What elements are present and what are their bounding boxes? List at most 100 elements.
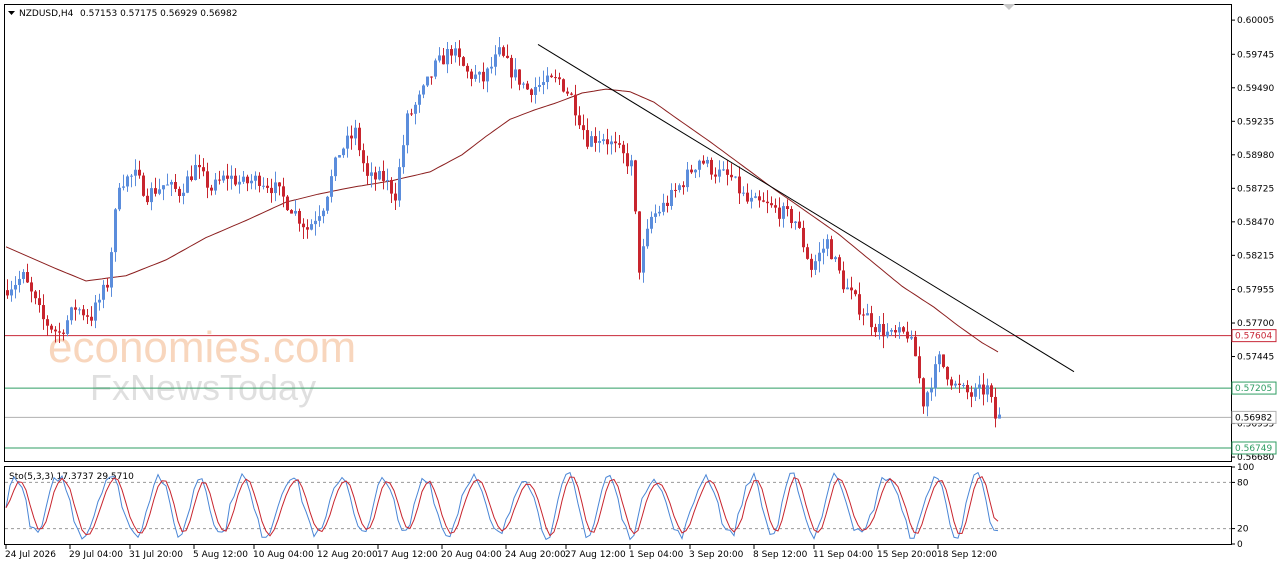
candle-body xyxy=(750,197,753,202)
candle-body xyxy=(410,113,413,115)
candle-body xyxy=(346,135,349,149)
candle-body xyxy=(162,185,165,190)
candle-body xyxy=(402,145,405,168)
time-tick-label: 31 Jul 20:00 xyxy=(129,550,183,560)
candle-body xyxy=(494,54,497,67)
candle-body xyxy=(870,313,873,328)
candle-body xyxy=(178,188,181,196)
candle-body xyxy=(838,257,841,271)
candle-body xyxy=(602,139,605,142)
candle-body xyxy=(434,60,437,77)
candle-body xyxy=(86,315,89,317)
candle-body xyxy=(82,309,85,316)
candle-body xyxy=(902,327,905,332)
candle-body xyxy=(234,175,237,185)
chart-shift-marker[interactable] xyxy=(1003,4,1015,10)
time-tick-label: 20 Aug 04:00 xyxy=(441,550,502,560)
candle-body xyxy=(762,200,765,202)
time-tick-label: 11 Sep 04:00 xyxy=(813,550,873,560)
price-tags: 0.57604 0.57205 0.56749 0.56982 xyxy=(1231,329,1277,455)
candle-body xyxy=(670,189,673,206)
candle-body xyxy=(794,221,797,223)
candle-body xyxy=(614,141,617,144)
price-tick-label: 0.59745 xyxy=(1237,50,1274,60)
candle-body xyxy=(682,185,685,188)
time-tick-label: 5 Aug 12:00 xyxy=(193,550,248,560)
candle-body xyxy=(378,170,381,180)
level-tag-0.56749 xyxy=(1231,441,1277,455)
candle-body xyxy=(98,299,101,303)
candle-body xyxy=(526,83,529,90)
candle-body xyxy=(274,182,277,194)
price-tick-label: 0.57955 xyxy=(1237,286,1274,296)
candle-body xyxy=(90,316,93,321)
candle-body xyxy=(962,384,965,386)
price-tick-label: 0.60005 xyxy=(1237,16,1274,26)
stoch-tick-label: 0 xyxy=(1237,540,1243,550)
candle-body xyxy=(62,332,65,334)
candle-body xyxy=(566,91,569,94)
candle-body xyxy=(422,85,425,95)
time-tick-label: 10 Aug 04:00 xyxy=(253,550,314,560)
candle-body xyxy=(354,127,357,139)
candle-body xyxy=(982,384,985,395)
candle-body xyxy=(302,223,305,228)
candle-body xyxy=(878,324,881,333)
candle-body xyxy=(6,290,9,296)
candle-body xyxy=(990,385,993,397)
candle-body xyxy=(922,378,925,407)
time-tick-label: 12 Aug 20:00 xyxy=(317,550,378,560)
candle-body xyxy=(934,364,937,389)
candle-body xyxy=(594,136,597,143)
candle-body xyxy=(502,47,505,56)
candle-body xyxy=(338,155,341,158)
candle-body xyxy=(522,83,525,85)
candle-body xyxy=(810,258,813,270)
candle-body xyxy=(254,175,257,181)
candle-body xyxy=(874,327,877,333)
time-tick-label: 27 Aug 12:00 xyxy=(565,550,626,560)
candle-body xyxy=(106,284,109,288)
horizontal-levels[interactable] xyxy=(5,335,1231,449)
candle-body xyxy=(538,84,541,87)
candle-body xyxy=(674,189,677,191)
price-tick-label: 0.56680 xyxy=(1237,453,1274,463)
symbol-dropdown-icon[interactable] xyxy=(8,11,15,15)
level-tag-text: 0.56982 xyxy=(1235,413,1272,423)
trendline[interactable] xyxy=(537,43,1075,373)
candle-body xyxy=(906,331,909,339)
price-tick-label: 0.57700 xyxy=(1237,319,1274,329)
time-tick-label: 18 Sep 12:00 xyxy=(937,550,997,560)
candle-body xyxy=(102,284,105,300)
time-tick-label: 1 Sep 04:00 xyxy=(629,550,684,560)
candle-body xyxy=(454,48,457,56)
candle-body xyxy=(514,69,517,78)
candle-body xyxy=(294,210,297,214)
candle-body xyxy=(438,55,441,61)
candle-body xyxy=(998,414,1001,419)
candle-body xyxy=(478,71,481,75)
candle-body xyxy=(790,209,793,223)
candle-body xyxy=(742,192,745,194)
candle-body xyxy=(110,252,113,288)
candle-body xyxy=(182,192,185,196)
candle-body xyxy=(174,182,177,189)
candle-body xyxy=(554,77,557,79)
level-tag-text: 0.56749 xyxy=(1235,444,1272,454)
candle-body xyxy=(322,210,325,217)
candle-body xyxy=(806,247,809,259)
stochastic-panel-frame xyxy=(4,466,1232,545)
candle-body xyxy=(630,160,633,167)
candle-body xyxy=(930,388,933,393)
candle-body xyxy=(486,68,489,82)
candle-body xyxy=(518,69,521,85)
candle-body xyxy=(958,383,961,385)
candle-body xyxy=(374,172,377,180)
symbol-timeframe: NZDUSD,H4 xyxy=(19,9,74,19)
candle-body xyxy=(730,174,733,178)
candle-body xyxy=(26,272,29,283)
candle-body xyxy=(974,388,977,397)
candle-body xyxy=(202,167,205,172)
candle-body xyxy=(282,186,285,197)
